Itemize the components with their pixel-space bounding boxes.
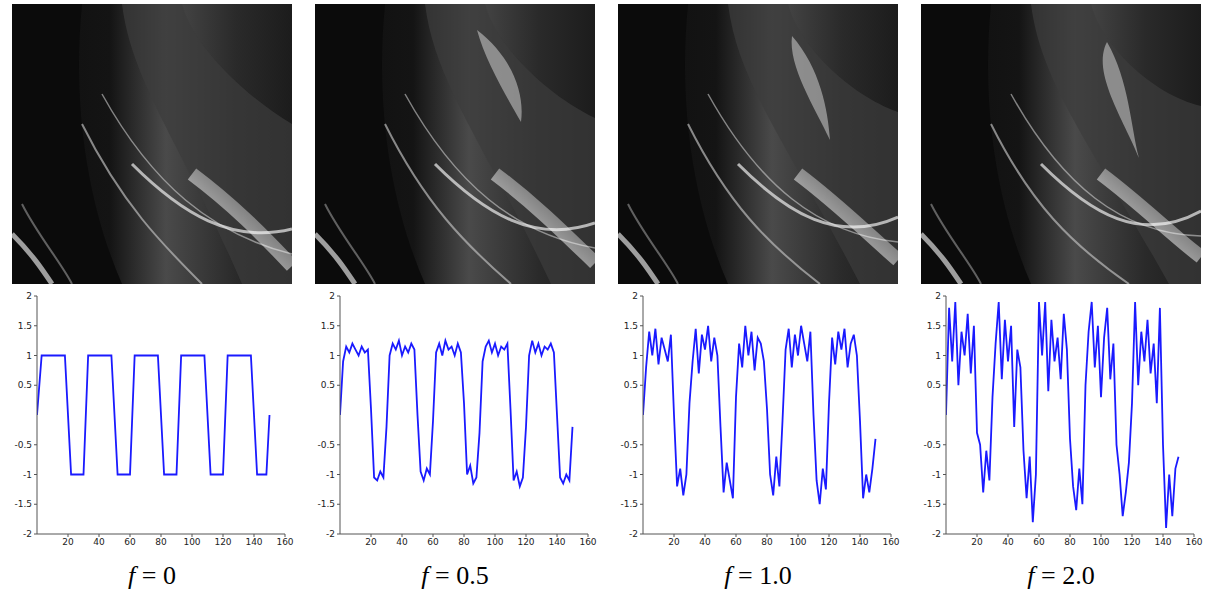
svg-text:100: 100 bbox=[183, 537, 200, 547]
svg-text:140: 140 bbox=[851, 537, 868, 547]
svg-text:140: 140 bbox=[1154, 537, 1171, 547]
svg-text:-1: -1 bbox=[326, 470, 335, 480]
svg-text:100: 100 bbox=[486, 537, 503, 547]
svg-text:1: 1 bbox=[935, 351, 941, 361]
svg-text:-1.5: -1.5 bbox=[620, 499, 638, 509]
svg-text:20: 20 bbox=[365, 537, 377, 547]
svg-text:1: 1 bbox=[329, 351, 335, 361]
svg-text:40: 40 bbox=[699, 537, 711, 547]
svg-text:160: 160 bbox=[1185, 537, 1202, 547]
svg-text:2: 2 bbox=[26, 291, 32, 301]
svg-text:20: 20 bbox=[62, 537, 74, 547]
svg-text:1.5: 1.5 bbox=[321, 321, 335, 331]
html-text:f = 2.0: f = 2.0 bbox=[1027, 561, 1095, 590]
svg-text:0.5: 0.5 bbox=[321, 380, 335, 390]
svg-text:80: 80 bbox=[155, 537, 167, 547]
svg-text:40: 40 bbox=[1002, 537, 1014, 547]
svg-text:1: 1 bbox=[632, 351, 638, 361]
svg-text:120: 120 bbox=[820, 537, 837, 547]
svg-text:-1: -1 bbox=[932, 470, 941, 480]
svg-text:-1: -1 bbox=[23, 470, 32, 480]
svg-text:120: 120 bbox=[214, 537, 231, 547]
svg-text:1: 1 bbox=[26, 351, 32, 361]
svg-text:100: 100 bbox=[789, 537, 806, 547]
svg-text:-0.5: -0.5 bbox=[620, 440, 638, 450]
svg-text:120: 120 bbox=[1123, 537, 1140, 547]
svg-text:60: 60 bbox=[1033, 537, 1045, 547]
svg-text:60: 60 bbox=[427, 537, 439, 547]
svg-text:-1.5: -1.5 bbox=[923, 499, 941, 509]
svg-text:2: 2 bbox=[632, 291, 638, 301]
html-text:f = 0: f = 0 bbox=[128, 561, 176, 590]
svg-text:-0.5: -0.5 bbox=[317, 440, 335, 450]
svg-text:-1.5: -1.5 bbox=[317, 499, 335, 509]
svg-text:20: 20 bbox=[971, 537, 983, 547]
svg-text:-2: -2 bbox=[629, 529, 638, 539]
html-text:f = 0.5: f = 0.5 bbox=[421, 561, 489, 590]
svg-text:2: 2 bbox=[329, 291, 335, 301]
svg-text:160: 160 bbox=[579, 537, 596, 547]
svg-text:1.5: 1.5 bbox=[18, 321, 32, 331]
svg-text:0.5: 0.5 bbox=[18, 380, 32, 390]
svg-text:160: 160 bbox=[276, 537, 293, 547]
svg-text:20: 20 bbox=[668, 537, 680, 547]
svg-text:0.5: 0.5 bbox=[927, 380, 941, 390]
svg-text:160: 160 bbox=[882, 537, 899, 547]
svg-text:1.5: 1.5 bbox=[927, 321, 941, 331]
svg-text:60: 60 bbox=[730, 537, 742, 547]
svg-text:140: 140 bbox=[548, 537, 565, 547]
svg-text:0.5: 0.5 bbox=[624, 380, 638, 390]
svg-text:80: 80 bbox=[1064, 537, 1076, 547]
svg-text:100: 100 bbox=[1092, 537, 1109, 547]
svg-text:40: 40 bbox=[93, 537, 105, 547]
svg-text:60: 60 bbox=[124, 537, 136, 547]
svg-text:1.5: 1.5 bbox=[624, 321, 638, 331]
svg-text:2: 2 bbox=[935, 291, 941, 301]
svg-text:40: 40 bbox=[396, 537, 408, 547]
svg-text:-2: -2 bbox=[326, 529, 335, 539]
html-text:f = 1.0: f = 1.0 bbox=[724, 561, 792, 590]
svg-text:-2: -2 bbox=[23, 529, 32, 539]
svg-text:-0.5: -0.5 bbox=[923, 440, 941, 450]
svg-text:-1: -1 bbox=[629, 470, 638, 480]
svg-text:80: 80 bbox=[761, 537, 773, 547]
svg-text:140: 140 bbox=[245, 537, 262, 547]
svg-text:120: 120 bbox=[517, 537, 534, 547]
svg-text:-0.5: -0.5 bbox=[14, 440, 32, 450]
svg-text:-2: -2 bbox=[932, 529, 941, 539]
svg-text:80: 80 bbox=[458, 537, 470, 547]
svg-text:-1.5: -1.5 bbox=[14, 499, 32, 509]
